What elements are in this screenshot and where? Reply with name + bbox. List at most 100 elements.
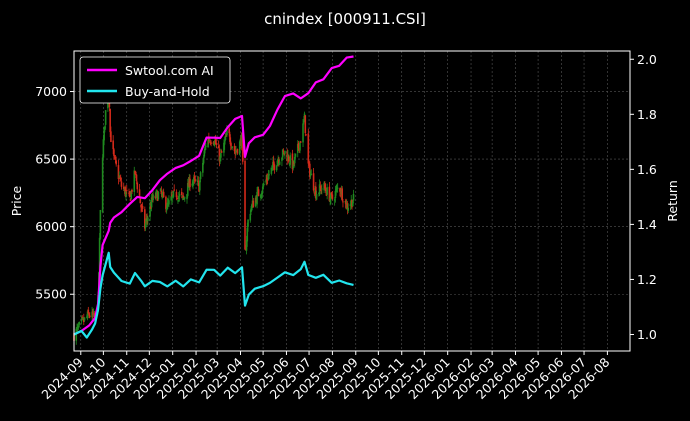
y-right-tick-label: 1.6 [637,162,657,177]
candle-body [236,149,239,154]
candle-body [308,162,310,164]
candle-body [81,317,84,319]
candle-body [270,167,273,174]
candle-body [144,209,146,229]
candle-body [102,139,105,158]
candle-body [152,194,154,201]
candle-body [205,145,207,147]
candle-body [330,192,332,200]
candle-body [328,186,331,202]
candle-body [324,187,327,192]
candle-body [133,170,136,193]
candle-body [140,204,142,208]
candle-body [226,130,228,136]
candle-body [229,134,231,142]
candle-body [278,161,281,165]
candle-body [178,193,181,197]
candle-body [202,157,205,164]
y-axis-left-label: Price [9,185,24,216]
candle-body [149,205,151,217]
candle-body [215,143,218,145]
candle-body [203,150,206,157]
candle-body [210,142,212,144]
candle-body [231,146,234,149]
candle-body [186,194,188,200]
y-left-tick-label: 6500 [35,152,67,167]
candle-body [284,150,286,154]
series-lines [73,55,354,339]
candle-body [249,213,252,221]
candle-body [193,176,196,179]
y-left-tick-label: 5500 [35,287,67,302]
candle-body [330,192,333,196]
candle-body [315,194,318,200]
candle-body [281,157,283,161]
candle-body [223,142,225,153]
candle-body [282,150,285,152]
candle-body [204,146,206,151]
candle-body [161,193,163,196]
candle-body [257,189,260,197]
candle-body [252,200,255,208]
candle-body [128,191,131,197]
candle-body [219,156,221,162]
candle-body [347,207,350,211]
candle-body [166,202,169,210]
candle-body [302,120,305,123]
y-right-tick-label: 1.0 [637,327,657,342]
candle-body [112,140,114,150]
candle-body [86,311,89,319]
candle-body [208,137,210,141]
candle-body [139,198,142,204]
candle-body [183,197,185,200]
legend-box [79,56,231,104]
candle-body [93,312,96,318]
candle-body [223,140,226,145]
candle-body [241,133,244,162]
candle-body [114,156,117,160]
candle-body [207,137,209,148]
candle-body [312,173,315,191]
candle-body [183,197,186,199]
candle-body [131,189,133,192]
candle-body [261,190,264,195]
candle-body [228,128,230,134]
candle-body [250,204,253,211]
candle-body [189,178,191,188]
candle-body [276,160,279,167]
candle-body [326,187,328,195]
candle-body [246,227,249,242]
candle-body [315,186,317,199]
candle-body [318,184,321,195]
candle-body [256,191,258,205]
candle-body [265,179,267,183]
candle-body [245,240,248,251]
candle-body [177,200,179,202]
candle-body [157,191,160,200]
candle-body [78,322,81,325]
candle-body [88,314,90,316]
candle-body [138,189,141,198]
candle-body [135,174,138,181]
candle-body [309,163,311,177]
candle-body [104,126,106,128]
candle-body [324,184,326,189]
candle-body [125,191,127,197]
candle-body [192,177,195,181]
candle-body [272,160,275,166]
candle-body [83,317,86,321]
candle-body [244,160,246,250]
candle-body [238,141,241,155]
candle-body [202,162,204,173]
candle-body [199,180,201,191]
x-axis: 2024-092024-102024-112024-122025-012025-… [38,351,613,402]
candle-body [336,187,339,189]
candle-body [197,180,200,182]
candle-body [125,189,128,191]
candle-body [172,191,175,197]
y-axis-right: 1.0 1.2 1.4 1.6 1.8 2.0 [630,52,657,342]
chart-title: cnindex [000911.CSI] [264,10,426,28]
candle-body [307,133,310,164]
candle-body [82,317,84,319]
candle-body [113,149,115,156]
